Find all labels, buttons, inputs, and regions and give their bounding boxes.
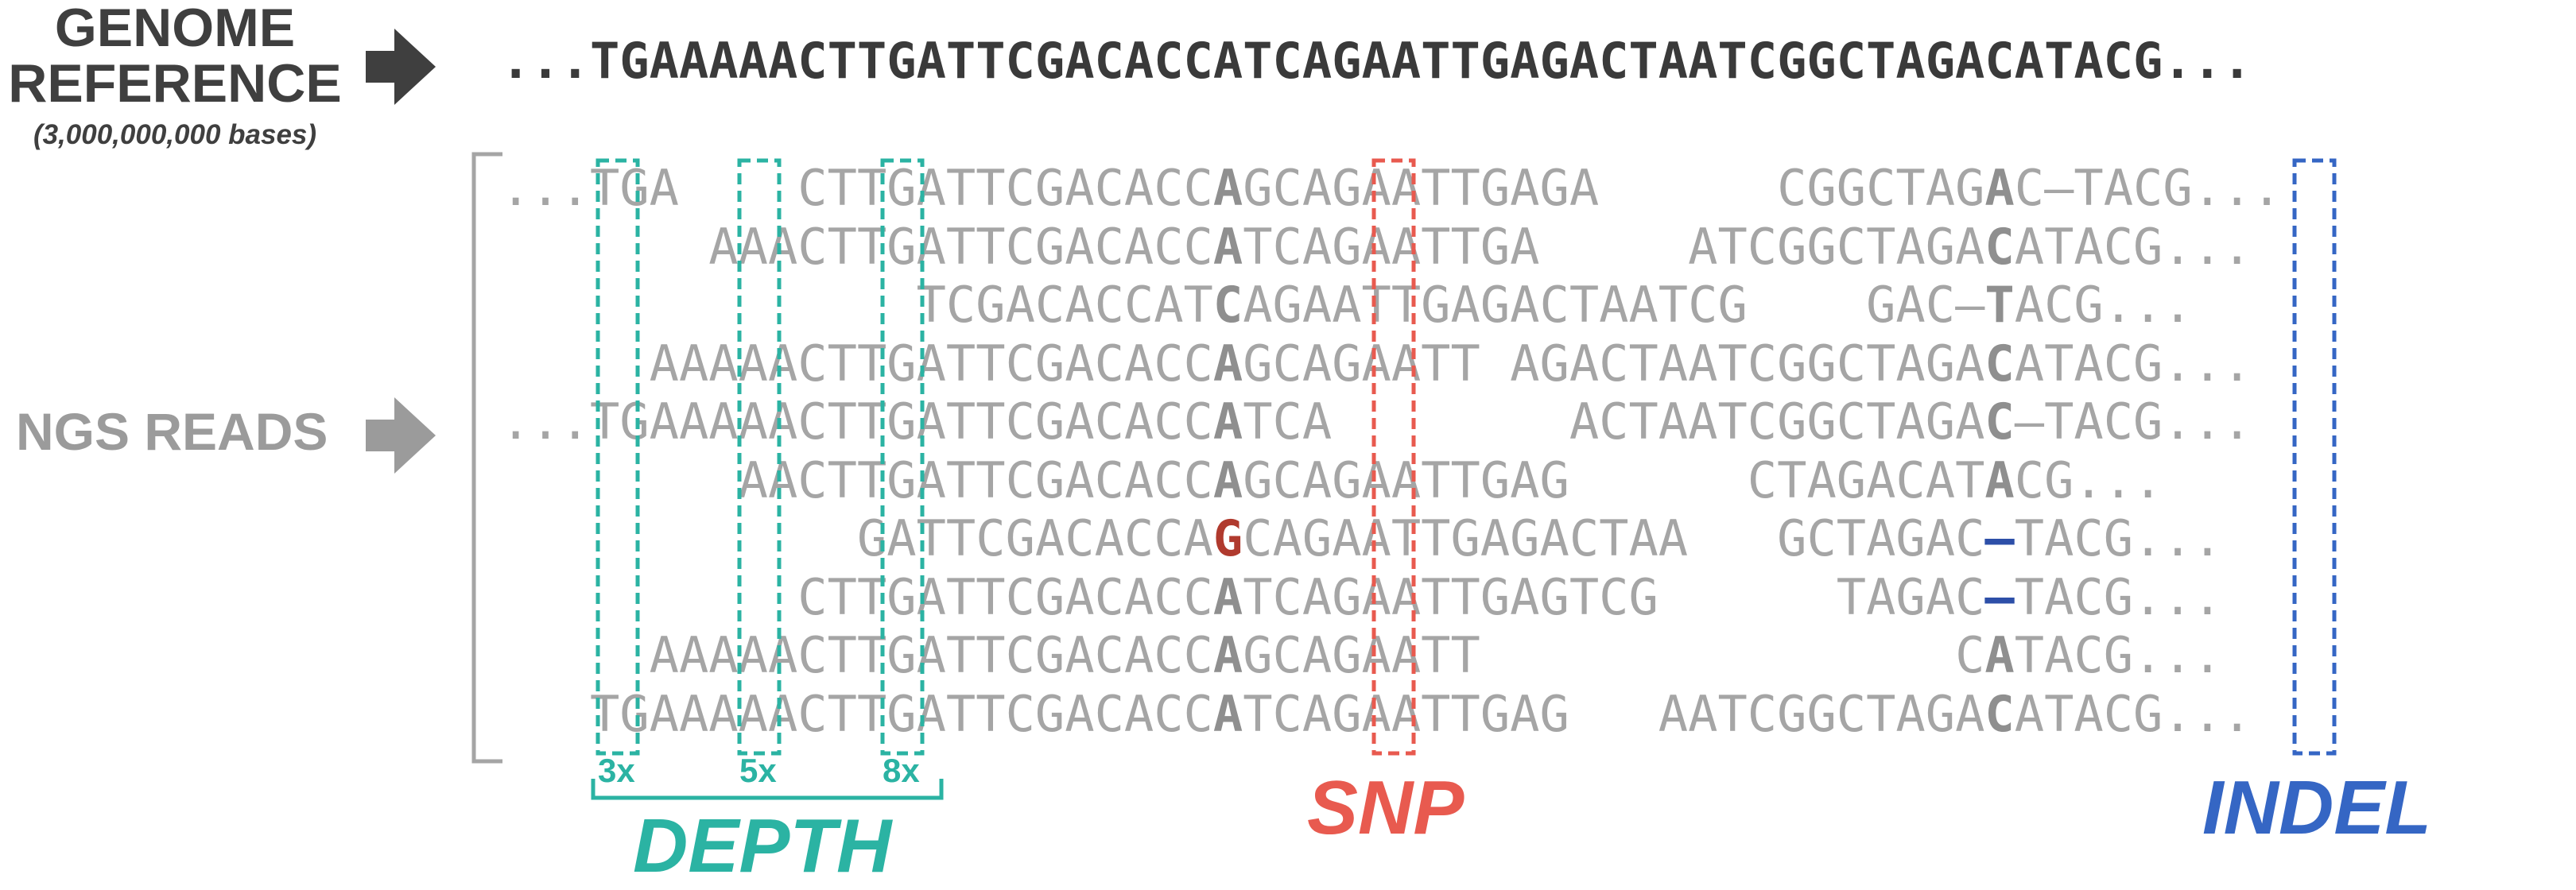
depth-brace bbox=[591, 779, 944, 800]
read-row: AAACTTGATTCGACACCATCAGAATTGA ATCGGCTAGAC… bbox=[708, 217, 2252, 276]
indel-base: C bbox=[1984, 334, 2015, 393]
indel-base: A bbox=[1984, 159, 2015, 217]
read-row: GATTCGACACCAGCAGAATTGAGACTAA GCTAGAC–TAC… bbox=[856, 509, 2223, 567]
read-row: AAAAACTTGATTCGACACCAGCAGAATT AGACTAATCGG… bbox=[649, 334, 2252, 393]
depth-count-5x: 5x bbox=[739, 752, 777, 789]
snp-base: A bbox=[1212, 159, 1243, 217]
indel-base: – bbox=[1984, 509, 2015, 567]
indel-base: A bbox=[1984, 626, 2015, 684]
reads-arrow-icon bbox=[366, 397, 436, 474]
read-row: ...TGA CTTGATTCGACACCAGCAGAATTGAGA CGGCT… bbox=[501, 159, 2282, 217]
read-row: CTTGATTCGACACCATCAGAATTGAGTCG TAGAC–TACG… bbox=[797, 567, 2223, 626]
depth-count-8x: 8x bbox=[883, 752, 920, 789]
snp-base: A bbox=[1212, 451, 1243, 509]
depth-box-3x bbox=[596, 158, 640, 756]
read-row: TCGACACCATCAGAATTGAGACTAATCG GAC–TACG... bbox=[916, 276, 2193, 334]
ngs-reads-title: NGS READS bbox=[16, 402, 328, 461]
snp-label: SNP bbox=[1307, 765, 1465, 850]
snp-base: A bbox=[1212, 567, 1243, 626]
read-row: AACTTGATTCGACACCAGCAGAATTGAG CTAGACATACG… bbox=[738, 451, 2163, 509]
genome-reference-title: GENOME REFERENCE bbox=[0, 0, 350, 111]
indel-base: C bbox=[1984, 684, 2015, 743]
indel-base: A bbox=[1984, 451, 2015, 509]
genome-reference-subtitle: (3,000,000,000 bases) bbox=[33, 119, 317, 150]
indel-box bbox=[2292, 158, 2337, 756]
indel-base: C bbox=[1984, 217, 2015, 276]
indel-base: C bbox=[1984, 393, 2015, 451]
depth-box-5x bbox=[737, 158, 782, 756]
indel-base: – bbox=[1984, 567, 2015, 626]
snp-base: A bbox=[1212, 217, 1243, 276]
snp-base: G bbox=[1212, 509, 1243, 567]
reference-sequence: ...TGAAAAACTTGATTCGACACCATCAGAATTGAGACTA… bbox=[501, 32, 2252, 90]
genome-title-line2: REFERENCE bbox=[8, 53, 342, 114]
indel-base: T bbox=[1984, 276, 2015, 334]
read-row: AAAAACTTGATTCGACACCAGCAGAATT CATACG... bbox=[649, 626, 2223, 684]
reference-arrow-icon bbox=[366, 29, 436, 105]
snp-base: A bbox=[1212, 393, 1243, 451]
read-row: ...TGAAAAACTTGATTCGACACCATCA ACTAATCGGCT… bbox=[501, 393, 2252, 451]
snp-box bbox=[1371, 158, 1416, 756]
depth-box-8x bbox=[880, 158, 925, 756]
snp-base: C bbox=[1212, 276, 1243, 334]
read-row: TGAAAAACTTGATTCGACACCATCAGAATTGAG AATCGG… bbox=[589, 684, 2252, 743]
indel-label: INDEL bbox=[2202, 765, 2431, 850]
genome-title-line1: GENOME bbox=[54, 0, 296, 58]
snp-base: A bbox=[1212, 684, 1243, 743]
snp-base: A bbox=[1212, 626, 1243, 684]
reads-bracket bbox=[471, 152, 502, 764]
depth-count-3x: 3x bbox=[598, 752, 635, 789]
depth-label: DEPTH bbox=[633, 803, 892, 888]
snp-base: A bbox=[1212, 334, 1243, 393]
